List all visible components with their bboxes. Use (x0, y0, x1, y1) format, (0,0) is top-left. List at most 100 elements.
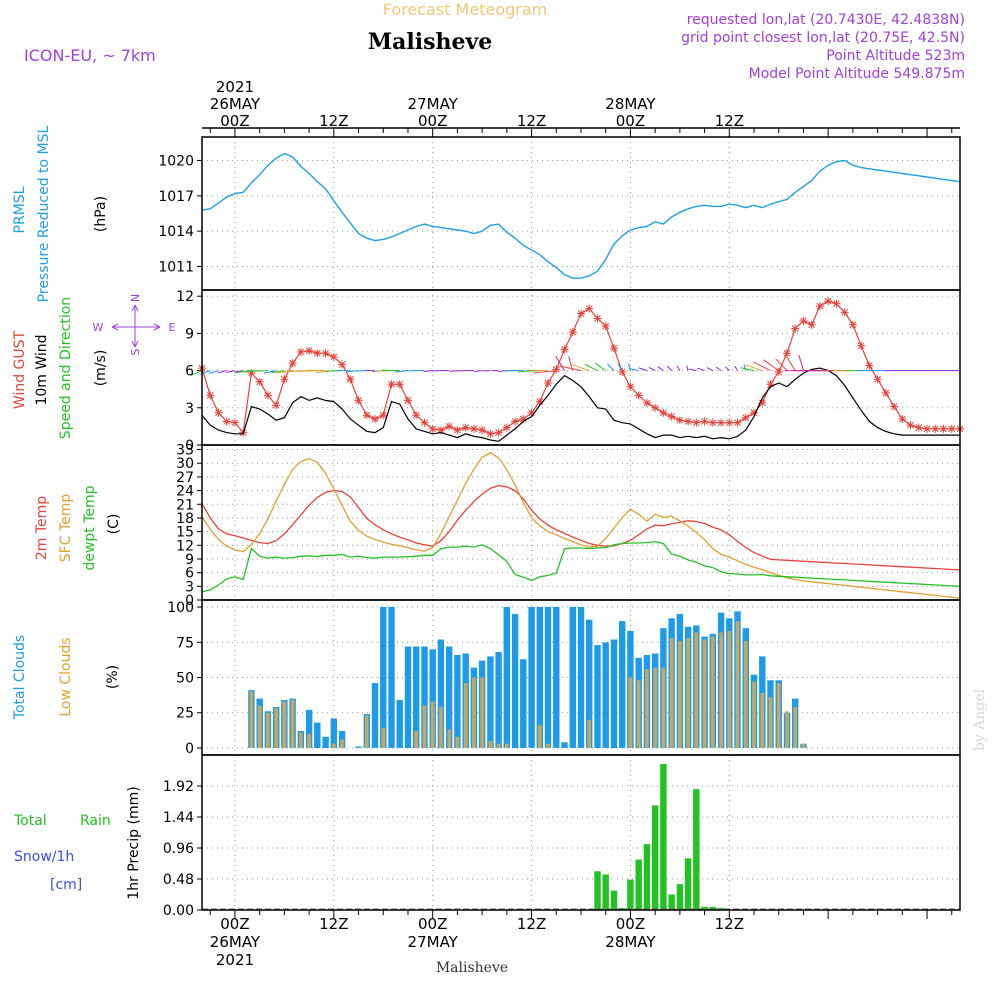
rain-bar (627, 880, 633, 910)
gust-marker (289, 359, 297, 367)
total-cloud-bar (570, 607, 576, 748)
gust-marker (272, 401, 280, 409)
temp-unit-label: (C) (106, 514, 122, 535)
y-tick-label: 75 (176, 635, 194, 651)
panel-frame-5 (202, 755, 960, 910)
total-cloud-bar (355, 747, 361, 748)
low-cloud-bar (414, 731, 418, 748)
time-label-year: 2021 (216, 951, 254, 969)
y-tick-label: 9 (185, 326, 194, 342)
gust-marker (849, 321, 857, 329)
low-cloud-bar (365, 716, 369, 748)
y-tick-label: 25 (176, 706, 194, 722)
low-cloud-bar (538, 725, 542, 748)
low-cloud-bar (686, 638, 690, 748)
low-cloud-bar (299, 733, 303, 749)
low-cloud-bar (456, 737, 460, 748)
wind-direction-arrow (744, 365, 746, 371)
y-tick-label: 0.96 (163, 841, 194, 857)
wind-gust-label: Wind GUST (12, 330, 28, 409)
gust-marker (363, 411, 371, 419)
low-cloud-bar (736, 621, 740, 748)
y-tick-label: 0.00 (163, 903, 194, 919)
gust-marker (206, 391, 214, 399)
low-cloud-bar (752, 682, 756, 748)
gust-marker (940, 425, 948, 433)
gust-marker (486, 430, 494, 438)
low-cloud-bar (703, 640, 707, 749)
gust-marker (676, 416, 684, 424)
gust-marker (841, 308, 849, 316)
gust-marker (388, 380, 396, 388)
wind-direction-arrow (607, 364, 614, 371)
low-clouds-label: Low Clouds (58, 637, 74, 716)
gust-marker (264, 391, 272, 399)
low-cloud-bar (258, 706, 262, 748)
gust-marker (610, 344, 618, 352)
gust-marker (725, 419, 733, 427)
wind-direction-arrow (424, 371, 433, 372)
total-cloud-bar (512, 614, 518, 748)
y-tick-label: 1011 (158, 259, 194, 275)
total-cloud-bar (380, 607, 386, 748)
panel-5-labels: Total Rain Snow/1h [cm] 1hr Precip (mm) (13, 786, 142, 899)
low-cloud-bar (777, 683, 781, 748)
point-altitude: Point Altitude 523m (826, 48, 965, 64)
time-label-date: 27MAY (408, 933, 459, 951)
gust-marker (478, 426, 486, 434)
gust-marker (355, 396, 363, 404)
y-tick-label: 18 (176, 511, 194, 527)
total-cloud-bar (545, 607, 551, 748)
low-cloud-bar (505, 744, 509, 748)
gust-marker (684, 417, 692, 425)
wind-direction-arrow (787, 357, 795, 371)
wind-direction-arrow (697, 368, 704, 371)
rain-bar (652, 805, 658, 910)
rain-bar (594, 871, 600, 910)
location-title: Malisheve (368, 29, 492, 55)
gust-marker (231, 419, 239, 427)
low-cloud-bar (653, 668, 657, 748)
gust-marker (256, 378, 264, 386)
wind-direction-arrow (209, 371, 218, 374)
time-label-hour: 00Z (616, 915, 645, 933)
low-cloud-bar (439, 707, 443, 748)
gust-marker (346, 375, 354, 383)
low-cloud-bar (645, 669, 649, 748)
gust-marker (577, 310, 585, 318)
sfc-temp-line (202, 453, 960, 598)
total-cloud-bar (603, 642, 609, 748)
plot-area: 1011101410171020036912036912151821242730… (158, 78, 964, 969)
gust-marker (371, 415, 379, 423)
prmsl-label: PRMSL (12, 186, 28, 233)
time-label-hour: 12Z (319, 112, 348, 130)
gust-marker (717, 419, 725, 427)
compass-west: W (93, 321, 104, 334)
gust-marker (816, 302, 824, 310)
low-cloud-bar (480, 678, 484, 749)
total-cloud-bar (388, 607, 394, 748)
gust-marker (923, 425, 931, 433)
wind-direction-arrow (677, 366, 680, 371)
y-tick-label: 24 (176, 484, 194, 500)
snow-label: Snow/1h (14, 849, 74, 865)
temp-2m-line (202, 486, 960, 570)
temp-2m-label: 2m Temp (34, 496, 50, 560)
y-tick-label: 100 (167, 600, 194, 616)
panel-frame-1 (202, 137, 960, 290)
time-label-year: 2021 (216, 78, 254, 96)
low-cloud-bar (719, 632, 723, 748)
gust-marker (635, 391, 643, 399)
y-tick-label: 6 (185, 566, 194, 582)
gust-marker (214, 409, 222, 417)
gust-marker (511, 417, 519, 425)
dewpt-temp-label: dewpt Temp (82, 485, 98, 570)
low-cloud-bar (802, 744, 806, 748)
gust-marker (247, 369, 255, 377)
y-tick-label: 6 (185, 364, 194, 380)
gust-marker (865, 362, 873, 370)
low-cloud-bar (283, 702, 287, 749)
low-cloud-bar (587, 720, 591, 748)
wind-direction-arrow (449, 371, 457, 372)
rain-bar (636, 860, 642, 910)
